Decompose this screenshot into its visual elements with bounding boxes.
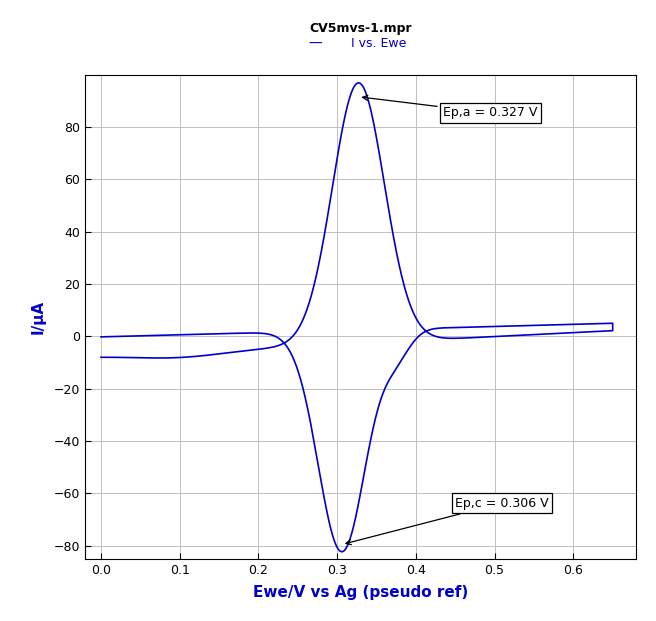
Text: Ep,c = 0.306 V: Ep,c = 0.306 V	[346, 497, 549, 545]
Text: Ep,a = 0.327 V: Ep,a = 0.327 V	[363, 96, 538, 119]
Text: —: —	[308, 37, 321, 52]
Y-axis label: I/µA: I/µA	[31, 300, 45, 333]
X-axis label: Ewe/V vs Ag (pseudo ref): Ewe/V vs Ag (pseudo ref)	[253, 585, 468, 600]
Text: CV5mvs-1.mpr: CV5mvs-1.mpr	[310, 22, 412, 35]
Text: I vs. Ewe: I vs. Ewe	[351, 37, 406, 50]
